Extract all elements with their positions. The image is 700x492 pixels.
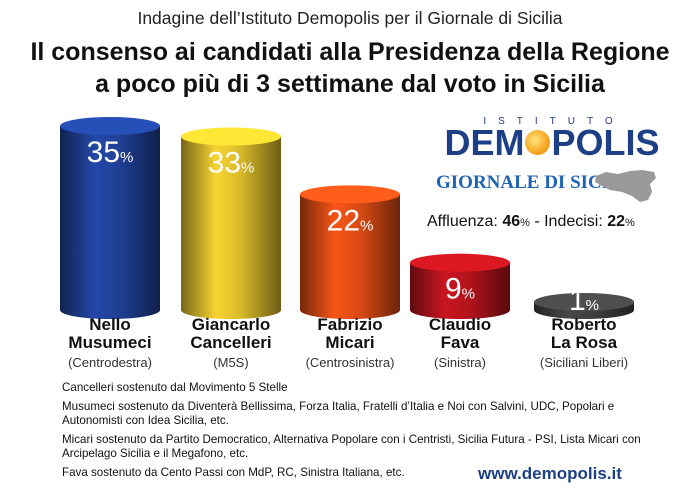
- bar-value-number: 9: [445, 273, 462, 306]
- giornale-di-sicilia-logo: GIORNALE DI SICILIA: [436, 172, 643, 193]
- affluenza-label: Affluenza:: [427, 213, 503, 230]
- candidate-first-name: Nello: [89, 315, 131, 334]
- bar-value-label-musumeci: 35%: [87, 136, 134, 169]
- note-text: sostenuto da Partito Democratico, Altern…: [62, 433, 641, 460]
- bar-top-cancelleri: [181, 127, 281, 146]
- bar-value-percent: %: [462, 286, 475, 303]
- bar-value-percent: %: [360, 217, 373, 234]
- bar-base-fava: [410, 301, 510, 319]
- bar-top-musumeci: [60, 117, 160, 135]
- candidate-first-name: Giancarlo: [191, 315, 271, 334]
- candidate-label-cancelleri: Giancarlo Cancelleri (M5S): [171, 316, 291, 372]
- bar-top-micari: [300, 185, 400, 204]
- candidate-party: (Siciliani Liberi): [539, 355, 629, 370]
- indecisi-label: Indecisi:: [544, 213, 608, 230]
- demopolis-logo: DEM POLIS: [436, 122, 668, 164]
- demopolis-logo-pre: DEM: [444, 122, 525, 163]
- indecisi-pct: %: [625, 217, 635, 229]
- candidate-last-name: La Rosa: [550, 333, 618, 352]
- note-candidate: Fava: [62, 466, 88, 479]
- note-text: sostenuto da Cento Passi con MdP, RC, Si…: [87, 466, 405, 479]
- note-cancelleri: Cancelleri sostenuto dal Movimento 5 Ste…: [62, 381, 662, 395]
- istituto-logo-text: ISTITUTO: [483, 116, 625, 127]
- bar-base-micari: [300, 301, 400, 319]
- candidate-first-name: Roberto: [551, 315, 617, 334]
- bar-top-la-rosa: [534, 293, 634, 311]
- affluenza-value: 46: [502, 213, 521, 230]
- candidate-last-name: Musumeci: [68, 333, 152, 352]
- candidate-last-name: Fava: [440, 333, 480, 352]
- bar-value-percent: %: [586, 297, 599, 314]
- demopolis-logo-post: POLIS: [551, 122, 660, 163]
- candidate-label-micari: Fabrizio Micari (Centrosinistra): [290, 316, 410, 372]
- sicily-map-icon: [595, 170, 656, 202]
- candidate-label-la-rosa: Roberto La Rosa (Siciliani Liberi): [524, 316, 644, 372]
- sun-icon: [525, 129, 551, 155]
- website-link[interactable]: www.demopolis.it: [478, 464, 622, 483]
- note-candidate: Musumeci: [62, 400, 115, 413]
- note-text: sostenuto da Diventerà Bellissima, Forza…: [62, 400, 615, 427]
- note-candidate: Cancelleri: [62, 381, 114, 394]
- bar-value-label-micari: 22%: [327, 204, 374, 237]
- bar-micari: [300, 194, 400, 310]
- support-notes: Cancelleri sostenuto dal Movimento 5 Ste…: [62, 381, 662, 485]
- note-micari: Micari sostenuto da Partito Democratico,…: [62, 433, 662, 461]
- candidate-party: (M5S): [213, 355, 249, 370]
- candidate-first-name: Fabrizio: [317, 315, 383, 334]
- candidate-party: (Sinistra): [433, 355, 486, 370]
- note-text: sostenuto dal Movimento 5 Stelle: [113, 381, 288, 394]
- chart-title: Il consenso ai candidati alla Presidenza…: [0, 36, 700, 100]
- bar-value-number: 1: [569, 284, 586, 317]
- bar-value-number: 35: [87, 136, 120, 169]
- candidate-label-fava: Claudio Fava (Sinistra): [400, 316, 520, 372]
- turnout-summary: Affluenza: 46% - Indecisi: 22%: [427, 213, 635, 231]
- chart-title-line-2: a poco più di 3 settimane dal voto in Si…: [95, 70, 605, 98]
- candidate-first-name: Claudio: [428, 315, 492, 334]
- bar-base-musumeci: [60, 301, 160, 319]
- candidate-party: (Centrosinistra): [305, 355, 395, 370]
- bar-value-percent: %: [241, 160, 254, 177]
- bar-musumeci: [60, 126, 160, 310]
- note-fava: Fava sostenuto da Cento Passi con MdP, R…: [62, 466, 662, 480]
- survey-subtitle: Indagine dell’Istituto Demopolis per il …: [137, 8, 563, 28]
- bar-top-fava: [410, 253, 510, 272]
- bar-cancelleri: [181, 136, 281, 310]
- candidate-last-name: Micari: [325, 333, 375, 352]
- turnout-separator: -: [529, 213, 545, 230]
- note-candidate: Micari: [62, 433, 93, 446]
- chart-title-line-1: Il consenso ai candidati alla Presidenza…: [30, 38, 670, 66]
- indecisi-value: 22: [607, 213, 626, 230]
- bar-value-percent: %: [120, 149, 133, 166]
- candidate-party: (Centrodestra): [68, 355, 152, 370]
- bar-value-label-cancelleri: 33%: [208, 147, 255, 180]
- candidate-label-musumeci: Nello Musumeci (Centrodestra): [50, 316, 170, 372]
- bar-value-number: 33: [208, 147, 241, 180]
- affluenza-pct: %: [520, 217, 530, 229]
- bar-value-label-fava: 9%: [445, 273, 475, 306]
- bar-value-label-la-rosa: 1%: [569, 284, 599, 317]
- bar-value-number: 22: [327, 204, 360, 237]
- note-musumeci: Musumeci sostenuto da Diventerà Bellissi…: [62, 400, 662, 428]
- candidate-last-name: Cancelleri: [190, 333, 272, 352]
- bar-base-cancelleri: [181, 301, 281, 319]
